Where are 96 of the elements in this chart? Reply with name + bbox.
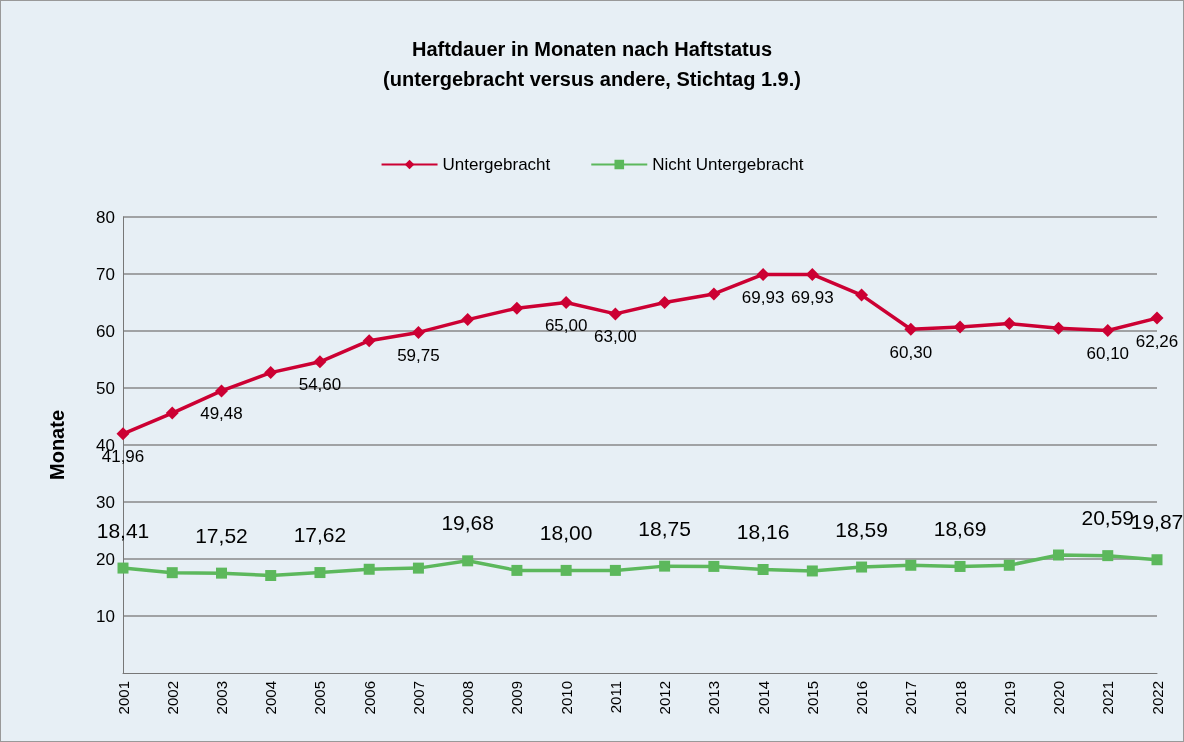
- point: [313, 355, 327, 369]
- x-tick-label: 2017: [902, 681, 920, 715]
- point: [265, 570, 277, 582]
- point: [1003, 559, 1015, 571]
- x-tick-label: 2007: [409, 681, 427, 715]
- data-label: 19,68: [441, 511, 494, 535]
- point: [855, 288, 869, 302]
- point: [116, 427, 130, 441]
- x-tick-label: 2001: [114, 681, 132, 715]
- point: [954, 560, 966, 572]
- x-tick-label: 2004: [262, 681, 280, 715]
- point: [1150, 311, 1164, 325]
- y-tick-label: 20: [96, 549, 115, 569]
- x-tick-label: 2021: [1099, 681, 1117, 715]
- point: [1052, 321, 1066, 335]
- data-label: 54,60: [298, 375, 342, 395]
- x-tick-label: 2010: [557, 681, 575, 715]
- data-label: 65,00: [544, 316, 588, 335]
- data-label: 69,93: [791, 287, 834, 307]
- point: [461, 313, 475, 327]
- point: [609, 564, 621, 576]
- y-tick-label: 70: [96, 264, 115, 284]
- data-label: 18,69: [933, 516, 987, 540]
- y-tick-label: 10: [96, 606, 115, 626]
- x-tick-label: 2005: [311, 681, 329, 715]
- point: [608, 307, 622, 321]
- point: [117, 562, 129, 574]
- point: [1101, 323, 1115, 337]
- data-label: 69,93: [741, 287, 785, 307]
- x-tick-label: 2009: [508, 681, 526, 715]
- x-tick-label: 2008: [459, 681, 477, 715]
- point: [362, 334, 376, 348]
- x-tick-label: 2014: [754, 681, 772, 715]
- data-label: 63,00: [594, 327, 637, 347]
- point: [412, 562, 424, 574]
- point: [707, 287, 721, 301]
- point: [215, 567, 227, 579]
- point: [214, 384, 228, 398]
- point: [363, 563, 375, 575]
- x-tick-label: 2011: [606, 681, 624, 714]
- point: [1002, 317, 1016, 331]
- x-tick-label: 2019: [1000, 681, 1018, 715]
- legend-label: Nicht Untergebracht: [652, 155, 804, 174]
- point: [905, 559, 917, 571]
- data-label: 49,48: [200, 404, 243, 424]
- point: [856, 561, 868, 573]
- data-label: 18,59: [835, 517, 888, 541]
- point: [560, 564, 572, 576]
- data-label: 18,00: [539, 520, 593, 544]
- data-label: 59,75: [397, 345, 440, 365]
- y-tick-label: 80: [96, 207, 115, 227]
- point: [1151, 554, 1163, 566]
- point: [659, 560, 671, 572]
- y-tick-label: 60: [96, 321, 115, 341]
- x-tick-label: 2012: [656, 681, 674, 715]
- legend-label: Untergebracht: [442, 155, 551, 174]
- y-tick-label: 30: [96, 492, 115, 512]
- x-tick-label: 2006: [360, 681, 378, 715]
- data-label: 18,16: [736, 519, 790, 543]
- x-tick-label: 2016: [853, 681, 871, 715]
- point: [756, 267, 770, 281]
- data-label: 18,41: [96, 518, 150, 542]
- x-tick-label: 2002: [163, 681, 181, 715]
- data-label: 18,75: [638, 516, 691, 540]
- point: [1102, 550, 1114, 562]
- point: [559, 296, 573, 309]
- point: [166, 567, 178, 579]
- point: [411, 325, 425, 339]
- point: [953, 320, 967, 334]
- chart-title: Haftdauer in Monaten nach Haftstatus (untergebracht versus andere, Stichtag 1.9.): [383, 38, 801, 90]
- point: [264, 366, 278, 380]
- point: [904, 322, 918, 336]
- point: [1053, 549, 1065, 561]
- y-tick-label: 50: [96, 378, 115, 398]
- data-label: 60,30: [889, 342, 933, 362]
- data-label: 17,62: [293, 523, 347, 547]
- data-label: 62,26: [1135, 331, 1179, 351]
- point: [805, 267, 819, 281]
- point: [806, 565, 818, 577]
- x-tick-label: 2013: [705, 681, 723, 715]
- point: [511, 564, 523, 576]
- x-tick-label: 2018: [951, 681, 969, 715]
- point: [708, 560, 720, 572]
- point: [165, 406, 179, 420]
- x-tick-label: 2015: [803, 681, 821, 715]
- point: [314, 567, 326, 579]
- data-label: 60,10: [1086, 343, 1130, 363]
- point: [757, 563, 769, 575]
- data-label: 17,52: [195, 523, 248, 547]
- point: [510, 301, 524, 315]
- x-tick-label: 2020: [1050, 681, 1068, 715]
- point: [658, 296, 672, 309]
- point: [462, 555, 474, 567]
- y-axis-title: Monate: [46, 410, 68, 480]
- x-tick-label: 2003: [212, 681, 230, 715]
- x-tick-label: 2022: [1148, 681, 1166, 715]
